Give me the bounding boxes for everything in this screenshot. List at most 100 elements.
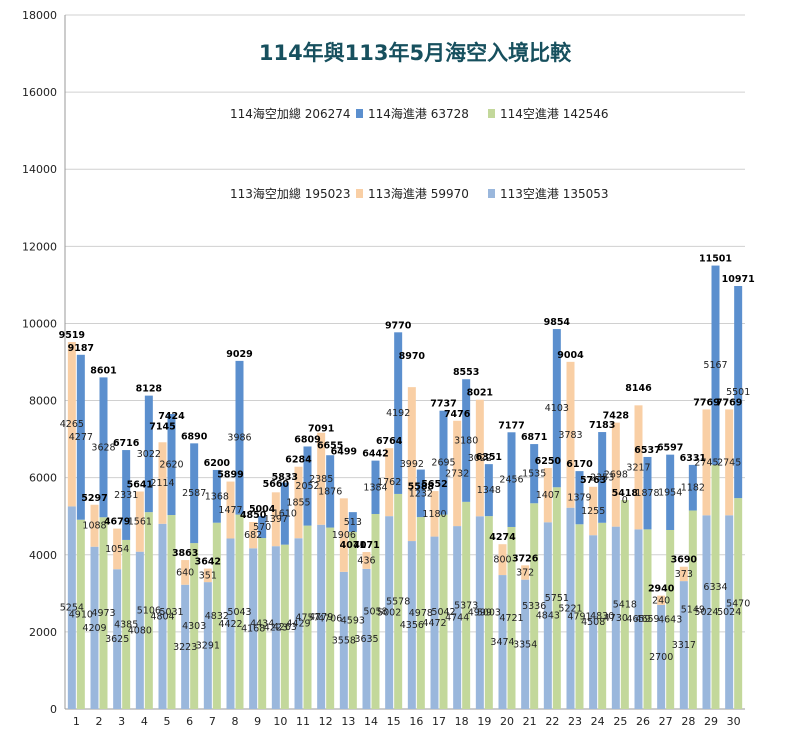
- data-label: 4804: [150, 611, 174, 622]
- data-label: 1379: [567, 493, 591, 504]
- x-tick-label: 25: [613, 715, 627, 728]
- data-label: 2587: [182, 488, 206, 499]
- total-label: 7476: [444, 409, 471, 420]
- bar-segment: [498, 544, 507, 576]
- data-label: 4265: [60, 419, 84, 430]
- total-label: 4679: [104, 517, 130, 528]
- total-label: 7737: [430, 399, 456, 410]
- y-tick-label: 14000: [22, 163, 57, 176]
- bar-segment: [271, 492, 280, 547]
- data-label: 5003: [477, 608, 501, 619]
- data-label: 5501: [726, 387, 750, 398]
- bar-segment: [475, 399, 484, 517]
- bar-segment: [657, 604, 666, 709]
- data-label: 4659: [635, 614, 659, 625]
- bar-segment: [688, 464, 697, 511]
- data-label: 3558: [332, 635, 356, 646]
- legend-entry: 113海進港 59970: [368, 186, 469, 201]
- data-label: 5031: [159, 607, 183, 618]
- data-label: 4706: [318, 613, 342, 624]
- total-label: 6351: [476, 452, 502, 463]
- data-label: 4978: [409, 608, 433, 619]
- total-label: 3690: [671, 555, 698, 566]
- bar-segment: [530, 444, 539, 504]
- total-label: 7428: [603, 411, 630, 422]
- data-label: 5167: [703, 360, 727, 371]
- data-label: 3022: [468, 453, 492, 464]
- bar-segment: [566, 361, 575, 508]
- data-label: 5418: [613, 600, 637, 611]
- data-label: 4277: [69, 432, 93, 443]
- total-label: 6871: [521, 432, 547, 443]
- legend-entry: 114空進港 142546: [500, 107, 609, 121]
- bar-segment: [181, 560, 190, 585]
- x-tick-label: 21: [523, 715, 537, 728]
- total-label: 9004: [557, 350, 584, 361]
- bar-segment: [371, 513, 380, 709]
- bar-segment: [76, 354, 85, 520]
- x-tick-label: 18: [455, 715, 469, 728]
- bar-segment: [453, 420, 462, 527]
- total-label: 4071: [353, 540, 379, 551]
- data-label: 0: [622, 495, 628, 506]
- data-label: 2698: [604, 470, 628, 481]
- data-label: 640: [176, 567, 194, 578]
- data-label: 3635: [354, 634, 378, 645]
- legend-entry: 114海進港 63728: [368, 106, 469, 121]
- x-tick-label: 20: [500, 715, 514, 728]
- bar-segment: [611, 526, 620, 709]
- total-label: 8970: [399, 351, 426, 362]
- y-tick-label: 18000: [22, 9, 57, 22]
- data-label: 4103: [545, 403, 569, 414]
- bar-segment: [113, 528, 122, 570]
- data-label: 4744: [445, 613, 469, 624]
- data-label: 5751: [545, 593, 569, 604]
- data-label: 4223: [264, 623, 288, 634]
- total-label: 5004: [249, 504, 276, 515]
- data-label: 5058: [363, 606, 387, 617]
- x-tick-label: 3: [118, 715, 125, 728]
- total-label: 6331: [680, 453, 706, 464]
- bar-segment: [394, 493, 403, 709]
- legend-swatch: [356, 189, 363, 198]
- data-label: 2331: [114, 490, 138, 501]
- total-label: 4274: [489, 532, 516, 543]
- data-label: 2620: [159, 460, 183, 471]
- data-label: 5042: [431, 607, 455, 618]
- data-label: 4429: [286, 619, 310, 630]
- bar-segment: [348, 531, 357, 709]
- data-label: 1762: [377, 477, 401, 488]
- data-label: 682: [244, 530, 262, 541]
- data-label: 4757: [295, 612, 319, 623]
- bar-segment: [212, 522, 221, 709]
- data-label: 1906: [332, 530, 356, 541]
- total-label: 7091: [308, 424, 334, 435]
- bar-segment: [430, 491, 439, 537]
- bar-segment: [552, 487, 561, 709]
- data-label: 4209: [82, 623, 106, 634]
- data-label: 513: [344, 517, 362, 528]
- data-label: 2700: [649, 652, 673, 663]
- bar-segment: [362, 568, 371, 709]
- legend-entry: 114海空加總 206274: [230, 106, 351, 121]
- data-label: 1182: [681, 483, 705, 494]
- bar-segment: [258, 516, 267, 539]
- total-label: 6809: [294, 434, 320, 445]
- total-label: 9854: [544, 317, 571, 328]
- bar-segment: [122, 539, 131, 709]
- data-label: 5373: [454, 600, 478, 611]
- bar-segment: [416, 469, 425, 518]
- bar-segment: [688, 510, 697, 709]
- total-label: 2940: [648, 584, 675, 595]
- total-label: 5641: [127, 480, 153, 491]
- data-label: 1407: [536, 490, 560, 501]
- y-tick-label: 4000: [29, 549, 57, 562]
- data-label: 1180: [422, 509, 446, 520]
- data-label: 2732: [445, 468, 469, 479]
- bar-segment: [575, 524, 584, 709]
- bar-segment: [90, 546, 99, 709]
- total-label: 4071: [340, 540, 366, 551]
- legend-swatch: [488, 109, 495, 118]
- total-label: 3863: [172, 548, 198, 559]
- bar-segment: [226, 481, 235, 539]
